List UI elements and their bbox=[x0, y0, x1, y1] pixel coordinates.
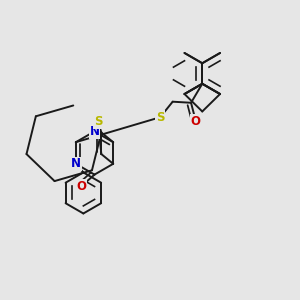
Text: S: S bbox=[94, 115, 102, 128]
Text: O: O bbox=[191, 115, 201, 128]
Text: S: S bbox=[156, 111, 164, 124]
Text: N: N bbox=[71, 157, 81, 170]
Text: N: N bbox=[89, 125, 100, 138]
Text: O: O bbox=[76, 180, 86, 193]
